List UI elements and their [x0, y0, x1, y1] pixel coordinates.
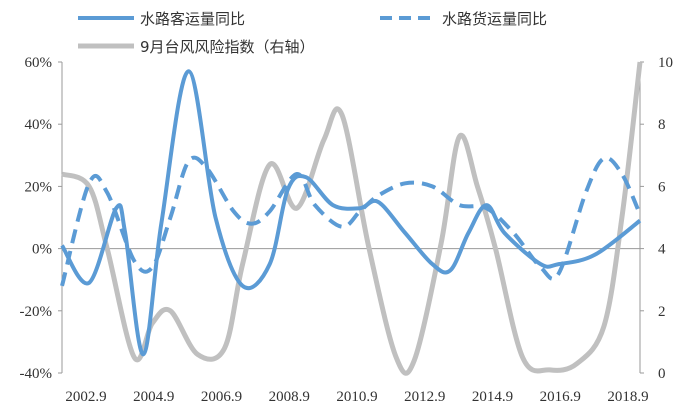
x-tick-label: 2008.9: [269, 389, 310, 405]
legend-item-typhoon-label: 9月台风风险指数（右轴）: [140, 38, 315, 56]
y-left-tick-label: 0%: [32, 242, 52, 258]
series-layer: [60, 61, 643, 376]
y-right-tick-label: 6: [658, 179, 666, 195]
legend-item-passenger-label: 水路客运量同比: [140, 10, 245, 28]
x-tick-label: 2006.9: [201, 389, 242, 405]
x-tick-label: 2002.9: [65, 389, 106, 405]
x-tick-label: 2004.9: [133, 389, 174, 405]
x-tick-label: 2014.9: [472, 389, 513, 405]
y-left-tick-label: -40%: [20, 366, 53, 382]
x-tick-label: 2012.9: [404, 389, 445, 405]
y-right-tick-label: 4: [658, 242, 666, 258]
y-left-tick-label: 40%: [25, 117, 53, 133]
series-line-typhoon: [60, 61, 643, 376]
y-right-tick-label: 0: [658, 366, 666, 382]
y-right-tick-label: 8: [658, 117, 666, 133]
y-left-tick-label: 60%: [25, 55, 53, 71]
axes: -40% -20% 0% 20% 40% 60% 0 2 4 6 8 10 2002.9 2004.9 20…: [20, 55, 674, 405]
y-right-tick-label: 10: [658, 55, 673, 71]
x-tick-label: 2018.9: [607, 389, 648, 405]
legend: 水路客运量同比 水路货运量同比 9月台风风险指数（右轴）: [78, 10, 547, 56]
legend-item-cargo-label: 水路货运量同比: [442, 10, 547, 28]
y-left-tick-label: -20%: [20, 304, 53, 320]
series-line-passenger: [60, 69, 642, 357]
x-tick-label: 2016.9: [540, 389, 581, 405]
x-tick-label: 2010.9: [336, 389, 377, 405]
y-left-tick-label: 20%: [25, 179, 53, 195]
y-right-tick-label: 2: [658, 304, 666, 320]
